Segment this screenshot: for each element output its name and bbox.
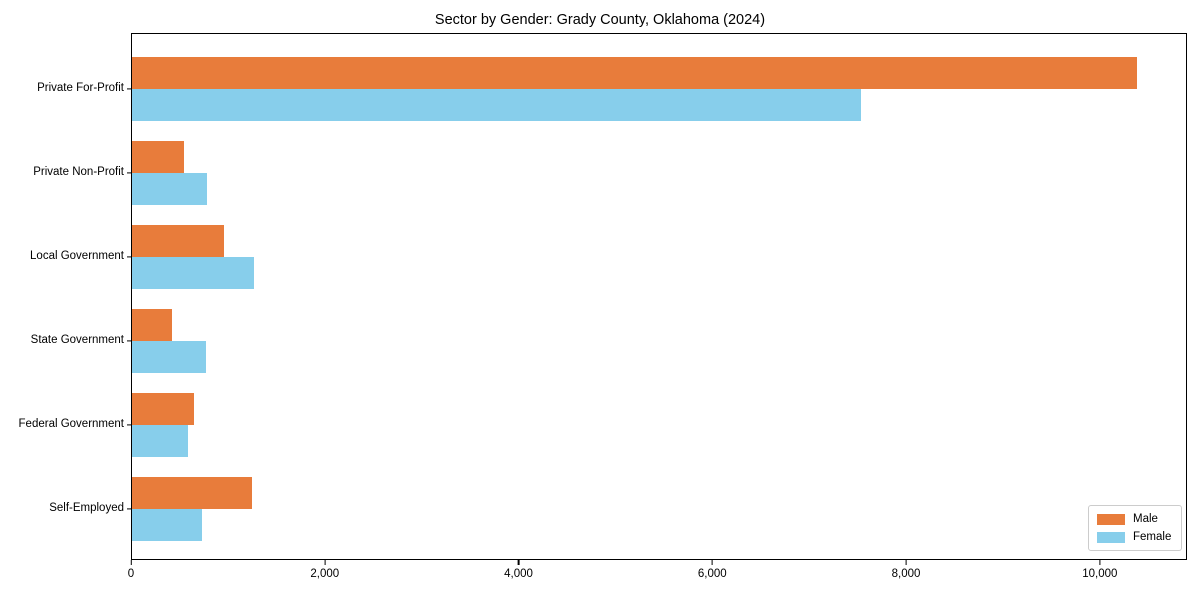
y-tick-mark (127, 424, 132, 426)
bar-female-federal-government (132, 425, 188, 457)
bar-male-private-non-profit (132, 141, 184, 173)
bar-male-federal-government (132, 393, 194, 425)
x-tick: 2,000 (310, 560, 339, 580)
x-tick: 8,000 (891, 560, 921, 580)
y-tick-mark (127, 508, 132, 510)
legend-item-male: Male (1097, 513, 1171, 525)
x-tick-mark (324, 560, 326, 565)
bar-female-state-government (132, 341, 207, 373)
x-tick-label: 0 (127, 568, 135, 580)
x-tick-label: 2,000 (310, 568, 340, 580)
bar-female-local-government (132, 257, 255, 289)
x-tick: 10,000 (1082, 560, 1117, 580)
y-tick-label: Local Government (30, 250, 124, 262)
legend-item-female: Female (1097, 531, 1171, 543)
x-tick-mark (517, 560, 520, 565)
y-tick-mark (127, 256, 132, 258)
bar-male-state-government (132, 309, 172, 341)
x-tick-label: 6,000 (697, 568, 727, 580)
legend: Male Female (1088, 505, 1183, 551)
bar-female-self-employed (132, 509, 202, 541)
y-tick-label: Federal Government (18, 418, 124, 430)
bar-male-local-government (132, 225, 224, 257)
x-tick: 0 (128, 560, 134, 580)
y-tick-label: Self-Employed (49, 502, 124, 514)
x-tick-label: 8,000 (891, 568, 921, 580)
y-tick-mark (127, 88, 132, 90)
x-tick: 4,000 (504, 560, 533, 580)
male-swatch (1097, 513, 1125, 525)
chart-title: Sector by Gender: Grady County, Oklahoma… (434, 12, 766, 28)
bar-female-private-for-profit (132, 89, 861, 121)
legend-label-male: Male (1133, 513, 1158, 525)
x-tick: 6,000 (698, 560, 727, 580)
bar-male-self-employed (132, 477, 253, 509)
y-tick-mark (127, 172, 132, 174)
x-tick-mark (711, 560, 713, 565)
y-tick-mark (127, 340, 132, 342)
female-swatch (1097, 531, 1125, 543)
y-tick-label: Private For-Profit (37, 82, 124, 94)
bar-female-private-non-profit (132, 173, 208, 205)
bar-male-private-for-profit (132, 57, 1137, 89)
x-tick-label: 4,000 (504, 568, 533, 580)
x-tick-mark (905, 560, 907, 565)
legend-label-female: Female (1133, 531, 1172, 543)
plot-area (127, 33, 1187, 560)
y-tick-label: Private Non-Profit (33, 166, 124, 178)
x-tick-mark (130, 560, 132, 565)
y-tick-label: State Government (30, 334, 124, 346)
x-tick-mark (1099, 560, 1101, 565)
x-tick-label: 10,000 (1082, 568, 1118, 580)
